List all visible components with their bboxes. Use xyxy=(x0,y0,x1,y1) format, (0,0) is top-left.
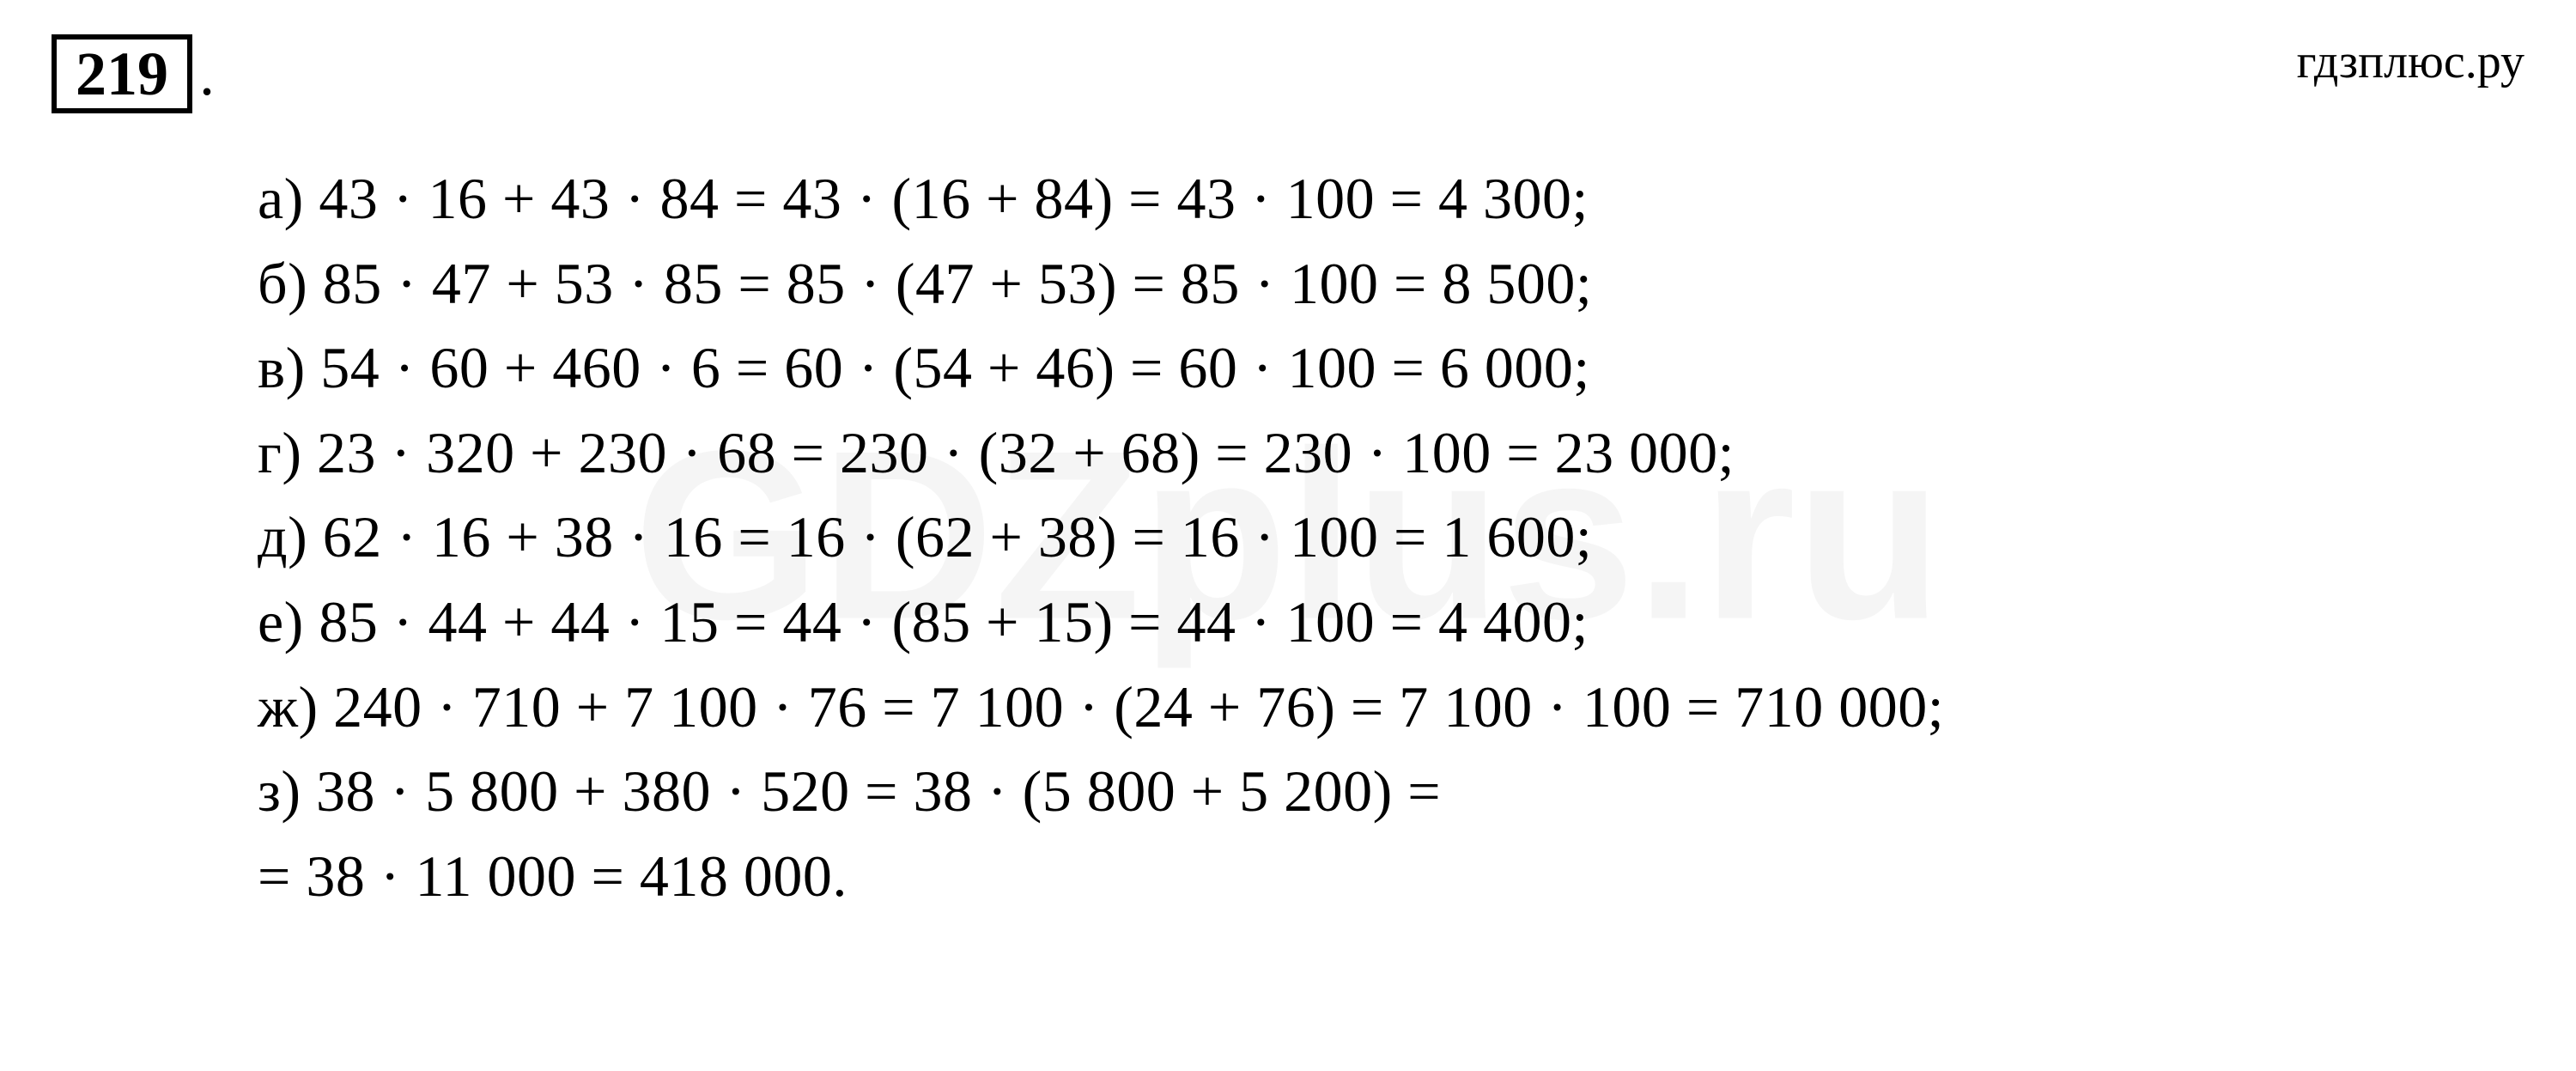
solution-content: а) 43 · 16 + 43 · 84 = 43 · (16 + 84) = … xyxy=(52,156,2524,918)
header-row: 219. гдзплюс.ру xyxy=(52,34,2524,113)
solution-line: ж) 240 · 710 + 7 100 · 76 = 7 100 · (24 … xyxy=(258,665,2473,750)
solution-line: д) 62 · 16 + 38 · 16 = 16 · (62 + 38) = … xyxy=(258,495,2473,580)
solution-line: е) 85 · 44 + 44 · 15 = 44 · (85 + 15) = … xyxy=(258,580,2473,665)
exercise-number-container: 219. xyxy=(52,34,215,113)
solution-line: в) 54 · 60 + 460 · 6 = 60 · (54 + 46) = … xyxy=(258,326,2473,411)
solution-line: б) 85 · 47 + 53 · 85 = 85 · (47 + 53) = … xyxy=(258,241,2473,326)
solution-line: = 38 · 11 000 = 418 000. xyxy=(258,834,2473,919)
exercise-number: 219 xyxy=(52,34,192,113)
solution-line: з) 38 · 5 800 + 380 · 520 = 38 · (5 800 … xyxy=(258,749,2473,834)
site-name: гдзплюс.ру xyxy=(2297,34,2524,89)
solution-line: а) 43 · 16 + 43 · 84 = 43 · (16 + 84) = … xyxy=(258,156,2473,241)
solution-line: г) 23 · 320 + 230 · 68 = 230 · (32 + 68)… xyxy=(258,411,2473,496)
exercise-dot: . xyxy=(199,40,215,108)
